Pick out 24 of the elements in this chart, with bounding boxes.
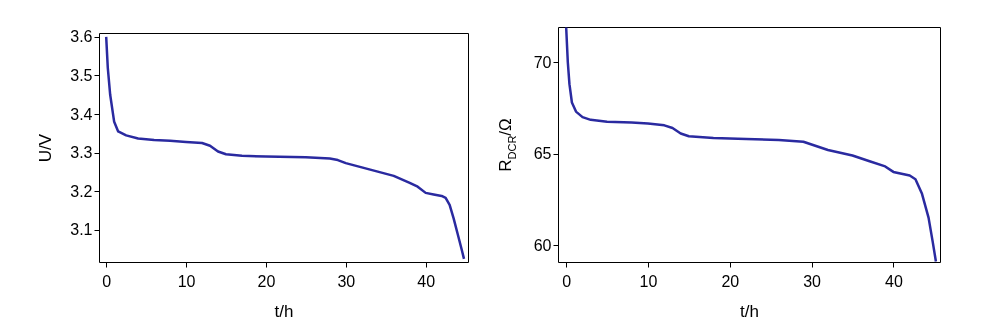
x-tick-label: 10 xyxy=(639,272,658,290)
line-series xyxy=(564,27,938,262)
x-axis-title: t/h xyxy=(740,301,759,321)
x-tick-label: 30 xyxy=(803,272,822,290)
y-axis-title: U/V xyxy=(36,133,56,162)
y-tick-label: 3.1 xyxy=(70,221,93,239)
y-tick-label: 3.2 xyxy=(70,182,93,200)
y-tick-label: 60 xyxy=(533,236,552,254)
y-tick-label: 3.4 xyxy=(70,105,93,123)
y-tick-label: 70 xyxy=(533,53,552,71)
x-tick-label: 40 xyxy=(884,272,903,290)
y-tick-label: 3.3 xyxy=(70,144,93,162)
x-tick-label: 20 xyxy=(721,272,740,290)
y-tick-label: 3.6 xyxy=(70,28,93,46)
x-tick-label: 0 xyxy=(102,272,112,290)
y-tick-label: 65 xyxy=(533,145,552,163)
x-tick-label: 30 xyxy=(337,272,356,290)
x-tick-label: 40 xyxy=(417,272,436,290)
y-tick-label: 3.5 xyxy=(70,66,93,84)
x-tick-label: 10 xyxy=(177,272,196,290)
x-axis-title: t/h xyxy=(274,301,294,321)
line-series xyxy=(104,35,466,261)
x-tick-label: 20 xyxy=(257,272,276,290)
x-tick-label: 0 xyxy=(562,272,572,290)
